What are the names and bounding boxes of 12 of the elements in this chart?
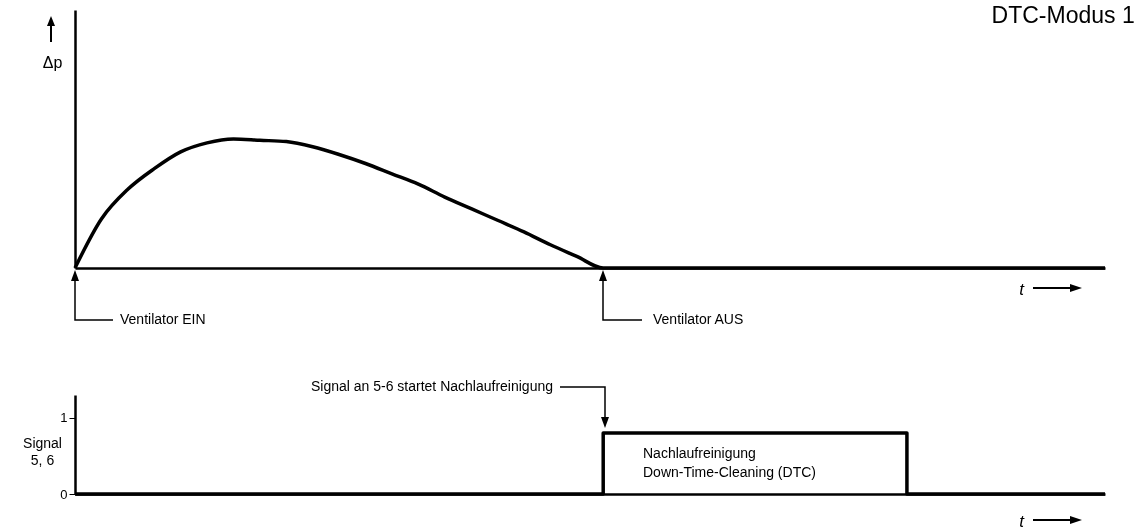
y-axis-title: Δp	[42, 53, 63, 71]
y-axis-title: Signal 5, 6	[23, 434, 62, 468]
text: Signal an 5-6 startet Nachlaufreinigung	[310, 378, 553, 394]
text: Ventilator EIN	[120, 311, 206, 327]
y-tick-label: 0	[60, 486, 68, 502]
x-axis-title: t	[1019, 511, 1026, 529]
y-tick-label: 1	[60, 410, 68, 426]
chart-title: DTC-Modus 1	[991, 2, 1135, 28]
text: Ventilator AUS	[653, 311, 744, 327]
annotation: Down-Time-Cleaning (DTC)	[643, 464, 816, 480]
x-axis-title: t	[1019, 279, 1026, 299]
annotation: Nachlaufreinigung	[643, 445, 756, 461]
